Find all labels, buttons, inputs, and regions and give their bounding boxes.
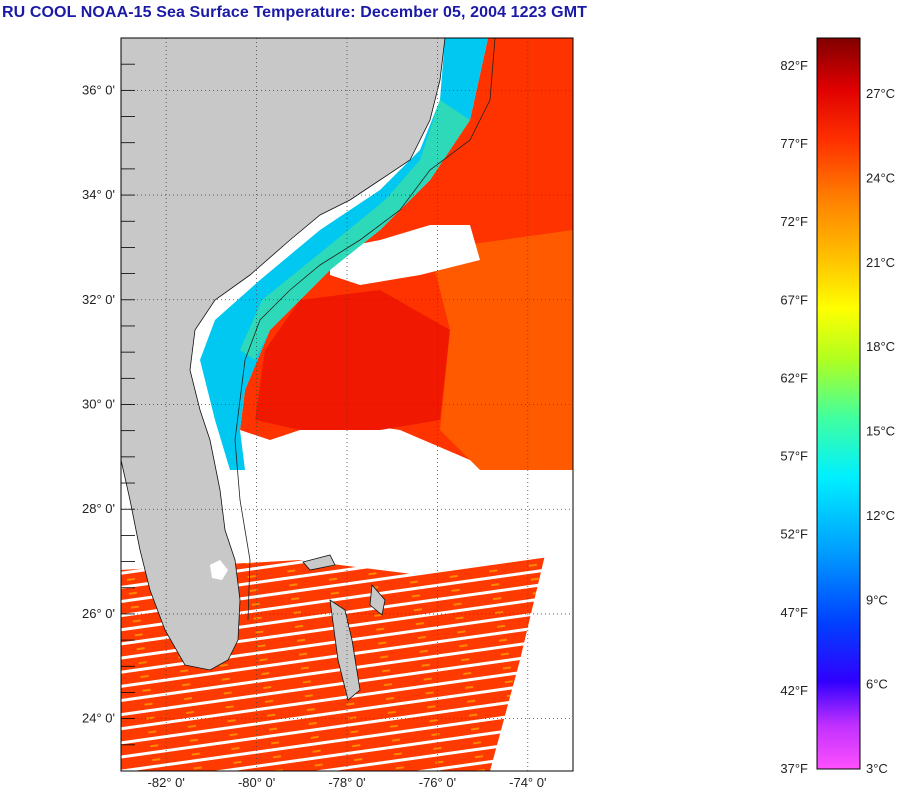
land-bahamas-1 [329, 599, 361, 701]
lake-okeechobee [210, 560, 228, 580]
colorbar-fahrenheit-label: 52°F [780, 527, 808, 542]
cloud-region-north [330, 225, 480, 285]
map-grid [121, 37, 573, 772]
colorbar-celsius-label: 6°C [866, 677, 888, 692]
latitude-label: 32° 0' [82, 292, 115, 307]
latitude-label: 30° 0' [82, 397, 115, 412]
colorbar-celsius-label: 12°C [866, 508, 895, 523]
colorbar-fahrenheit-label: 72°F [780, 214, 808, 229]
latitude-label: 24° 0' [82, 711, 115, 726]
colorbar-fahrenheit-label: 67°F [780, 292, 808, 307]
longitude-label: -74° 0' [509, 775, 546, 790]
latitude-label: 28° 0' [82, 501, 115, 516]
longitude-labels: -82° 0' -80° 0' -78° 0' -76° 0' -74° 0' [148, 775, 547, 790]
bathymetry-contour [234, 38, 496, 621]
colorbar-celsius-label: 27°C [866, 86, 895, 101]
colorbar-celsius-labels: 27°C 24°C 21°C 18°C 15°C 12°C 9°C 6°C 3°C [866, 86, 895, 776]
land-mainland [121, 38, 446, 671]
sst-coastal-green [240, 100, 470, 360]
colorbar-fahrenheit-label: 47°F [780, 605, 808, 620]
colorbar-celsius-label: 9°C [866, 592, 888, 607]
sst-offshore-orange [430, 230, 573, 470]
sst-map [121, 38, 573, 771]
cloud-region [240, 440, 540, 575]
colorbar-celsius-label: 18°C [866, 339, 895, 354]
longitude-label: -78° 0' [328, 775, 365, 790]
latitude-label: 36° 0' [82, 82, 115, 97]
colorbar-fahrenheit-labels: 82°F 77°F 72°F 67°F 62°F 57°F 52°F 47°F 42°F 37°F [780, 58, 808, 776]
longitude-label: -76° 0' [419, 775, 456, 790]
map-frame [120, 37, 574, 772]
longitude-label: -80° 0' [238, 775, 275, 790]
colorbar-celsius-label: 21°C [866, 255, 895, 270]
colorbar-fahrenheit-label: 37°F [780, 761, 808, 776]
colorbar-fahrenheit-label: 57°F [780, 449, 808, 464]
land-bahamas-3 [302, 554, 336, 571]
colorbar-celsius-label: 3°C [866, 761, 888, 776]
sst-warm-core [255, 290, 450, 430]
colorbar-fahrenheit-label: 42°F [780, 683, 808, 698]
colorbar-celsius-label: 15°C [866, 424, 895, 439]
latitude-label: 26° 0' [82, 606, 115, 621]
colorbar-fahrenheit-label: 77°F [780, 136, 808, 151]
colorbar [816, 37, 861, 770]
colorbar-fahrenheit-label: 82°F [780, 58, 808, 73]
latitude-label: 34° 0' [82, 187, 115, 202]
longitude-label: -82° 0' [148, 775, 185, 790]
map-title: RU COOL NOAA-15 Sea Surface Temperature:… [2, 4, 588, 21]
colorbar-fahrenheit-label: 62°F [780, 370, 808, 385]
latitude-labels: 36° 0' 34° 0' 32° 0' 30° 0' 28° 0' 26° 0' 24° … [82, 82, 115, 725]
colorbar-celsius-label: 24°C [866, 170, 895, 185]
land-bahamas-2 [369, 584, 386, 616]
